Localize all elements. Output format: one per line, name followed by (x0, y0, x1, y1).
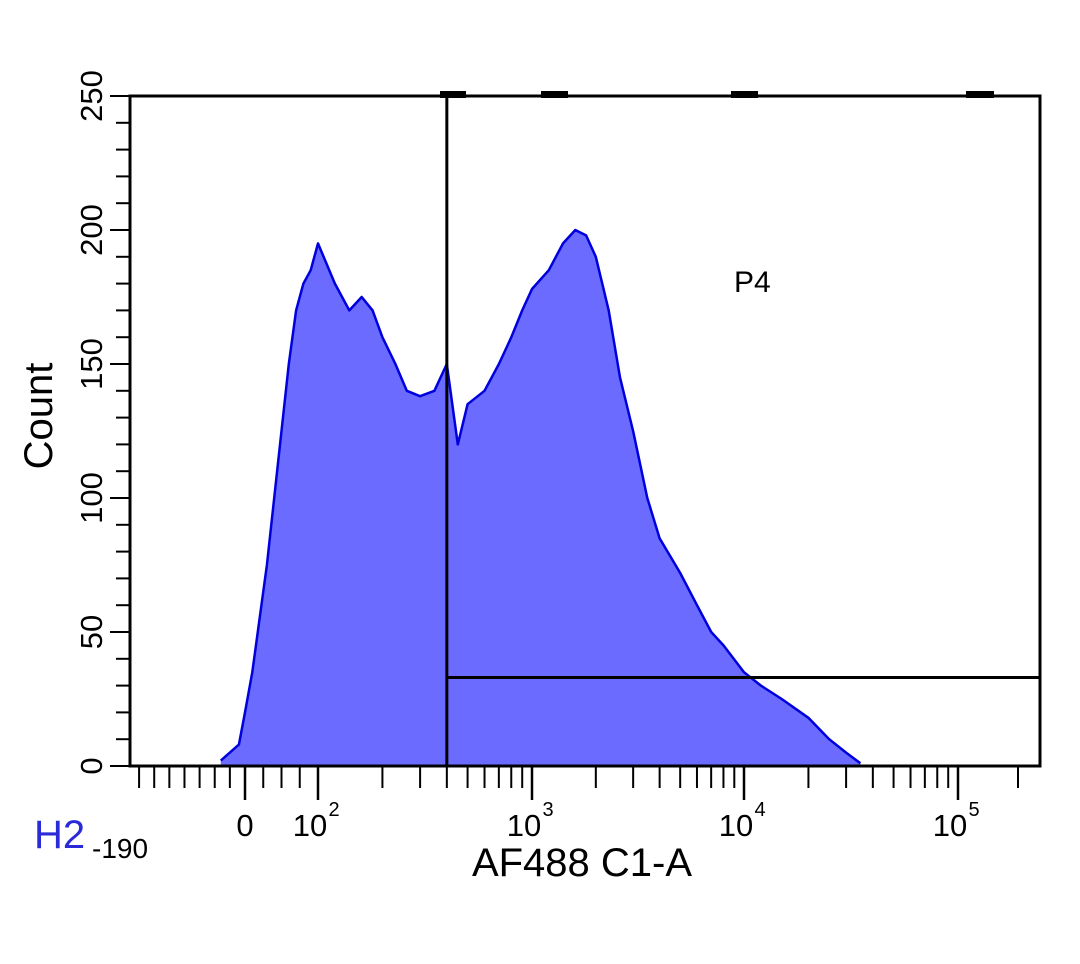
plot-frame (128, 94, 1042, 768)
top-axis-marks (440, 91, 994, 98)
x-tick-label: 10 (293, 808, 327, 843)
top-mark-1 (541, 91, 568, 98)
plot-id-label: H2 (34, 813, 85, 857)
x-tick-exponent: 4 (754, 799, 765, 821)
gate-lines (445, 96, 1040, 766)
y-tick-label: 50 (74, 615, 109, 649)
y-axis-label: Count (17, 363, 61, 470)
x-tick-label: 10 (507, 808, 541, 843)
y-tick-label: 250 (74, 70, 109, 122)
top-mark-2 (731, 91, 758, 98)
x-axis-label: AF488 C1-A (472, 841, 692, 885)
x-tick-label: 10 (933, 808, 967, 843)
x-tick-label: 10 (719, 808, 753, 843)
x-tick-exponent: 3 (542, 799, 553, 821)
gate-label-p4: P4 (734, 266, 771, 299)
y-axis: 0 50 100 150 200 250 (74, 70, 130, 775)
y-tick-label: 100 (74, 472, 109, 524)
top-mark-0 (440, 91, 466, 98)
x-tick-label: 0 (236, 808, 253, 843)
top-mark-3 (966, 91, 994, 98)
y-tick-label: 0 (74, 757, 109, 774)
y-tick-label: 150 (74, 338, 109, 390)
x-min-label: -190 (92, 833, 148, 864)
histogram-outline (219, 228, 862, 765)
x-axis: 0 10 2 10 3 10 4 10 5 (138, 766, 1019, 843)
y-tick-label: 200 (74, 204, 109, 256)
histogram-fill (220, 230, 861, 766)
histogram-area (219, 228, 862, 766)
x-tick-exponent: 5 (968, 799, 979, 821)
x-tick-exponent: 2 (328, 799, 339, 821)
